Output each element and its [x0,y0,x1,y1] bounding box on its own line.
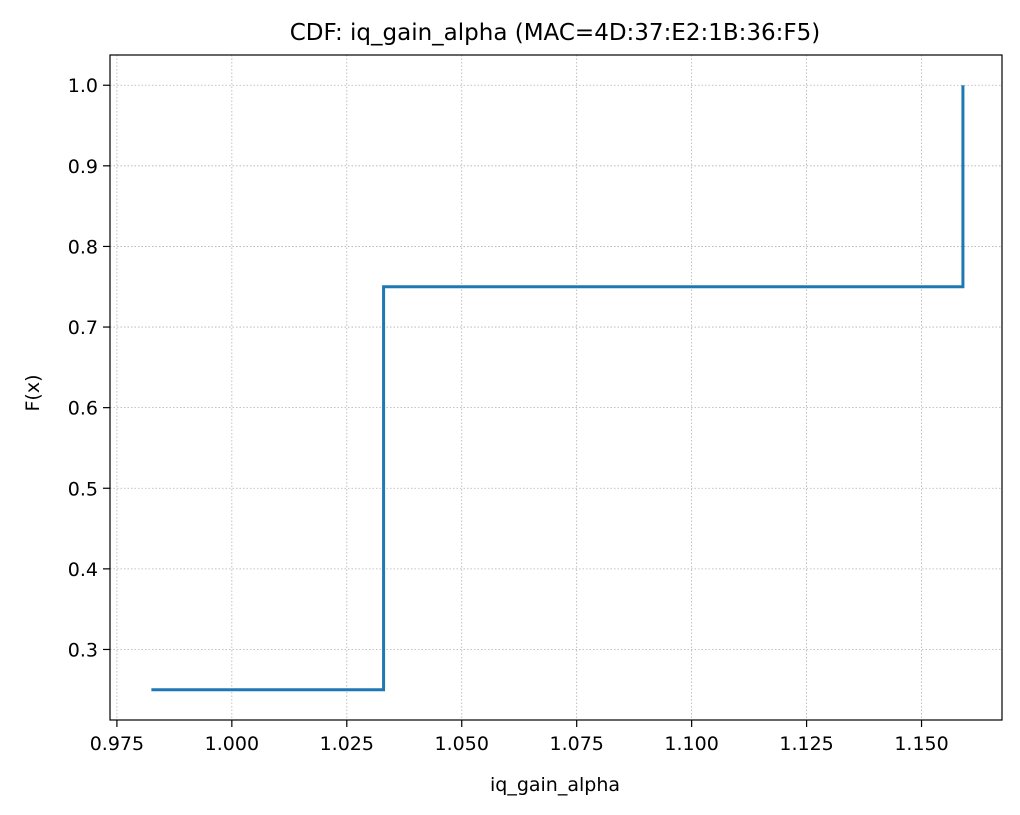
x-tick-label: 1.000 [205,733,259,755]
cdf-step-line [151,85,965,692]
y-tick-label: 1.0 [68,75,98,97]
x-tick-label: 1.150 [894,733,948,755]
y-tick-label: 0.6 [68,398,98,420]
y-axis-label: F(x) [22,375,44,412]
series-layer [151,85,965,692]
y-tick-label: 0.8 [68,236,98,258]
x-axis-label: iq_gain_alpha [490,774,620,796]
y-tick-label: 0.3 [68,639,98,661]
x-tick-label: 1.025 [320,733,374,755]
x-tick-label: 1.100 [664,733,718,755]
x-tick-label: 1.075 [549,733,603,755]
x-tick-label: 1.050 [435,733,489,755]
x-axis-ticks: 0.975 1.000 1.025 1.050 1.075 1.100 1.125 1.150 [90,720,949,755]
y-axis-ticks: 0.3 0.4 0.5 0.6 0.7 0.8 0.9 1.0 [68,75,110,661]
y-tick-label: 0.9 [68,156,98,178]
plot-frame [109,54,1003,721]
x-tick-label: 0.975 [90,733,144,755]
x-tick-label: 1.125 [779,733,833,755]
y-tick-label: 0.4 [68,559,98,581]
chart-title: CDF: iq_gain_alpha (MAC=4D:37:E2:1B:36:F… [290,20,821,46]
y-tick-label: 0.5 [68,478,98,500]
grid-lines [110,55,1002,720]
y-tick-label: 0.7 [68,317,98,339]
